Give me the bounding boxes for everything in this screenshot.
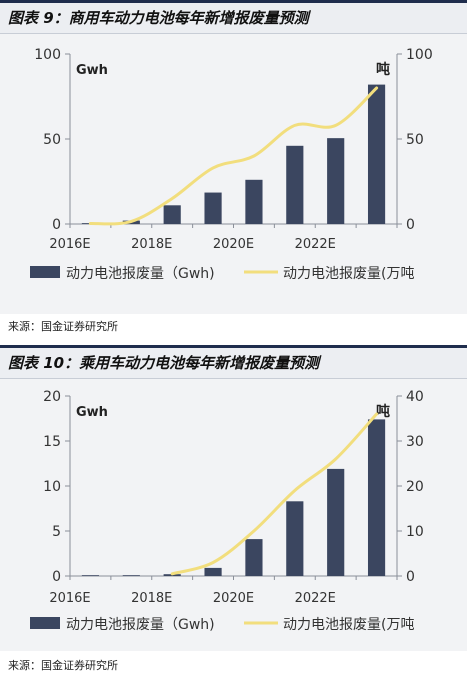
bar	[245, 179, 263, 224]
unit-label-left: Gwh	[76, 63, 108, 78]
bar	[204, 192, 222, 224]
series-line	[170, 412, 379, 576]
y-tick-label-right: 0	[406, 569, 415, 585]
bar	[163, 205, 181, 224]
y-tick-label-right: 40	[406, 389, 424, 405]
y-tick-label-right: 50	[406, 132, 424, 148]
legend-swatch-bar	[30, 266, 60, 278]
chart-panel: 0 50 100 0 50 100 2016E 2018E 2020E 2022E Gwh 吨动力电池…	[0, 34, 467, 314]
x-tick-label: 2022E	[295, 591, 336, 606]
x-tick-label: 2022E	[295, 237, 336, 252]
y-tick-label-left: 100	[34, 47, 61, 63]
bar	[327, 138, 345, 224]
y-tick-label-left: 10	[43, 479, 61, 495]
series-line	[88, 86, 379, 226]
bar	[367, 84, 386, 224]
bar	[286, 501, 304, 576]
x-tick-label: 2020E	[213, 237, 254, 252]
source-note: 来源：国金证券研究所	[8, 659, 118, 672]
legend-label-line: 动力电池报废量(万吨	[283, 617, 414, 633]
source-note: 来源：国金证券研究所	[8, 320, 118, 333]
legend-label-bar: 动力电池报废量（Gwh)	[66, 617, 215, 633]
bar	[245, 539, 263, 576]
x-tick-label: 2018E	[131, 591, 172, 606]
bar	[327, 468, 345, 576]
bar	[81, 575, 100, 576]
unit-label-right: 吨	[376, 403, 390, 420]
x-tick-label: 2016E	[49, 591, 90, 606]
x-tick-label: 2018E	[131, 237, 172, 252]
bar	[367, 419, 386, 576]
y-tick-label-left: 20	[43, 389, 61, 405]
unit-label-left: Gwh	[76, 405, 108, 420]
bar	[204, 567, 222, 576]
chart-panel: 0 5 10 15 20 0 10 20 30 40 2016E 2018E 2020E 2022E Gwh…	[0, 379, 467, 651]
unit-label-right: 吨	[376, 61, 390, 78]
y-tick-label-right: 0	[406, 217, 415, 233]
y-tick-label-left: 0	[52, 217, 61, 233]
bar	[286, 145, 304, 224]
figure-title: 图表 9：商用车动力电池每年新增报废量预测	[0, 0, 467, 34]
y-tick-label-left: 5	[52, 524, 61, 540]
bar	[122, 575, 140, 576]
legend-swatch-bar	[30, 617, 60, 629]
legend-label-bar: 动力电池报废量（Gwh)	[66, 266, 215, 282]
chart: 0 5 10 15 20 0 10 20 30 40 2016E 2018E 2020E 2022E Gwh…	[30, 389, 424, 633]
legend-label-line: 动力电池报废量(万吨	[283, 266, 414, 282]
figure-title: 图表 10：乘用车动力电池每年新增报废量预测	[0, 345, 467, 379]
y-tick-label-left: 0	[52, 569, 61, 585]
chart: 0 50 100 0 50 100 2016E 2018E 2020E 2022E Gwh 吨动力电池…	[30, 47, 433, 282]
y-tick-label-left: 50	[43, 132, 61, 148]
y-tick-label-right: 20	[406, 479, 424, 495]
y-tick-label-left: 15	[43, 434, 61, 450]
y-tick-label-right: 10	[406, 524, 424, 540]
y-tick-label-right: 100	[406, 47, 433, 63]
y-tick-label-right: 30	[406, 434, 424, 450]
x-tick-label: 2020E	[213, 591, 254, 606]
x-tick-label: 2016E	[49, 237, 90, 252]
